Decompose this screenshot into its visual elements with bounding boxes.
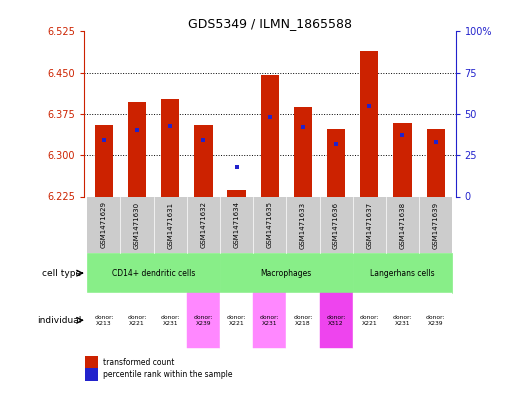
Text: GSM1471634: GSM1471634: [234, 202, 240, 248]
Text: donor:
X231: donor: X231: [160, 315, 180, 326]
Text: GSM1471635: GSM1471635: [267, 202, 273, 248]
Text: GSM1471636: GSM1471636: [333, 202, 339, 248]
Bar: [320, 293, 353, 348]
Bar: [360, 51, 378, 196]
Bar: [220, 293, 253, 348]
Bar: [84, 369, 98, 381]
Bar: [386, 293, 419, 348]
Bar: [419, 293, 452, 348]
Text: GSM1471631: GSM1471631: [167, 202, 173, 248]
Bar: [253, 196, 287, 253]
Bar: [353, 196, 386, 253]
Bar: [88, 293, 121, 348]
Text: GSM1471630: GSM1471630: [134, 202, 140, 248]
Bar: [154, 196, 187, 253]
Text: donor:
X213: donor: X213: [94, 315, 114, 326]
Text: transformed count: transformed count: [103, 358, 174, 367]
Text: donor:
X221: donor: X221: [227, 315, 246, 326]
Text: GSM1471629: GSM1471629: [101, 202, 107, 248]
Bar: [386, 196, 419, 253]
Text: donor:
X218: donor: X218: [293, 315, 313, 326]
Text: donor:
X239: donor: X239: [426, 315, 445, 326]
Bar: [121, 293, 154, 348]
Bar: [220, 253, 353, 293]
Bar: [88, 253, 220, 293]
Bar: [121, 196, 154, 253]
Text: GSM1471633: GSM1471633: [300, 202, 306, 248]
Text: Macrophages: Macrophages: [261, 269, 312, 277]
Bar: [187, 293, 220, 348]
Bar: [194, 125, 213, 196]
Bar: [294, 107, 312, 196]
Text: donor:
X221: donor: X221: [359, 315, 379, 326]
Bar: [161, 99, 179, 196]
Text: individual: individual: [37, 316, 81, 325]
Bar: [287, 196, 320, 253]
Bar: [353, 293, 386, 348]
Text: donor:
X221: donor: X221: [127, 315, 147, 326]
Text: donor:
X231: donor: X231: [260, 315, 279, 326]
Bar: [327, 129, 345, 196]
Bar: [253, 293, 287, 348]
Text: donor:
X239: donor: X239: [193, 315, 213, 326]
Text: donor:
X312: donor: X312: [326, 315, 346, 326]
Text: Langerhans cells: Langerhans cells: [370, 269, 435, 277]
Bar: [220, 196, 253, 253]
Text: cell type: cell type: [42, 269, 81, 277]
Title: GDS5349 / ILMN_1865588: GDS5349 / ILMN_1865588: [188, 17, 352, 30]
Text: CD14+ dendritic cells: CD14+ dendritic cells: [112, 269, 195, 277]
Bar: [228, 190, 246, 196]
Text: GSM1471632: GSM1471632: [201, 202, 207, 248]
Text: GSM1471638: GSM1471638: [400, 202, 406, 248]
Bar: [128, 102, 146, 196]
Bar: [187, 196, 220, 253]
Bar: [427, 129, 445, 196]
Text: GSM1471639: GSM1471639: [433, 202, 439, 248]
Bar: [95, 125, 113, 196]
Text: GSM1471637: GSM1471637: [366, 202, 372, 248]
Text: percentile rank within the sample: percentile rank within the sample: [103, 370, 233, 379]
Text: donor:
X231: donor: X231: [393, 315, 412, 326]
Bar: [320, 196, 353, 253]
Bar: [419, 196, 452, 253]
Bar: [88, 196, 121, 253]
Bar: [84, 356, 98, 369]
Bar: [154, 293, 187, 348]
Bar: [353, 253, 452, 293]
Bar: [261, 75, 279, 196]
Bar: [393, 123, 412, 196]
Bar: [287, 293, 320, 348]
